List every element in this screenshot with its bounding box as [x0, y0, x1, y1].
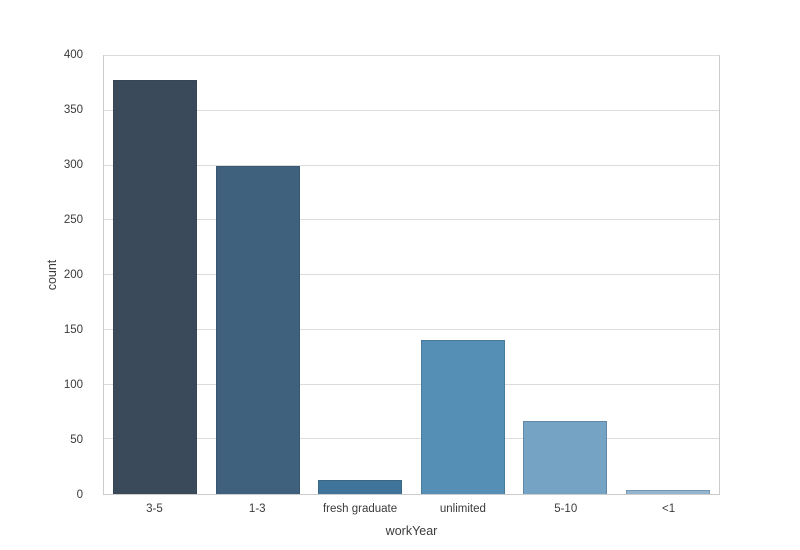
y-tick-label-50: 50 — [70, 434, 83, 446]
bar-1-3 — [215, 165, 300, 494]
x-tick-label: 3-5 — [146, 503, 163, 515]
y-tick-label-200: 200 — [63, 269, 83, 281]
y-tick-label-350: 350 — [63, 104, 83, 116]
gridline-y-100 — [104, 383, 719, 385]
gridline-y-300 — [104, 164, 719, 166]
x-axis-tick-labels: 3-5 1-3 fresh graduate unlimited 5-10 <1 — [103, 501, 720, 517]
gridline-y-350 — [104, 109, 719, 111]
x-tick-label: 1-3 — [248, 503, 266, 515]
y-tick-label-300: 300 — [63, 159, 83, 171]
x-tick-label: <1 — [661, 503, 676, 515]
y-tick-label-250: 250 — [63, 214, 83, 226]
x-tick-label: unlimited — [439, 503, 486, 515]
x-tick-label: fresh graduate — [322, 503, 398, 515]
bar-5-10 — [523, 420, 608, 494]
gridline-y-200 — [104, 274, 719, 275]
gridline-y-50 — [104, 438, 719, 440]
y-tick-label-400: 400 — [63, 49, 83, 61]
bar-3-5 — [113, 80, 198, 494]
gridline-y-400 — [104, 55, 719, 56]
y-tick-label-0: 0 — [76, 489, 83, 501]
x-axis-title: workYear — [385, 524, 438, 538]
y-tick-label-100: 100 — [63, 379, 83, 391]
plot-area — [103, 55, 720, 495]
x-tick-label: 5-10 — [554, 503, 578, 515]
bar-1 — [625, 489, 710, 494]
gridline-y-250 — [104, 219, 719, 221]
gridline-y-150 — [104, 328, 719, 330]
y-axis-tick-labels: 0 50 100 150 200 250 300 350 400 — [0, 49, 93, 501]
bar-unlimited — [420, 339, 505, 494]
bar-fresh-graduate — [318, 479, 403, 494]
y-tick-label-150: 150 — [63, 324, 83, 336]
